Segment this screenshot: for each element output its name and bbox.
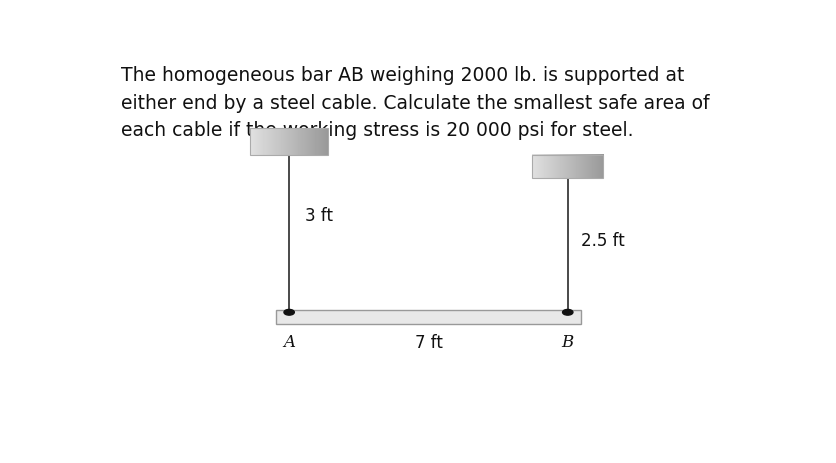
Text: The homogeneous bar AB weighing 2000 lb. is supported at
either end by a steel c: The homogeneous bar AB weighing 2000 lb.…: [120, 66, 709, 140]
Circle shape: [563, 310, 573, 315]
Text: B: B: [562, 334, 573, 350]
Text: 3 ft: 3 ft: [305, 206, 334, 224]
Bar: [533, 156, 604, 179]
Text: 2.5 ft: 2.5 ft: [581, 232, 624, 250]
Bar: [250, 129, 328, 156]
Bar: [276, 311, 581, 325]
Text: 7 ft: 7 ft: [415, 334, 442, 351]
Circle shape: [284, 310, 294, 315]
Text: A: A: [283, 334, 295, 350]
